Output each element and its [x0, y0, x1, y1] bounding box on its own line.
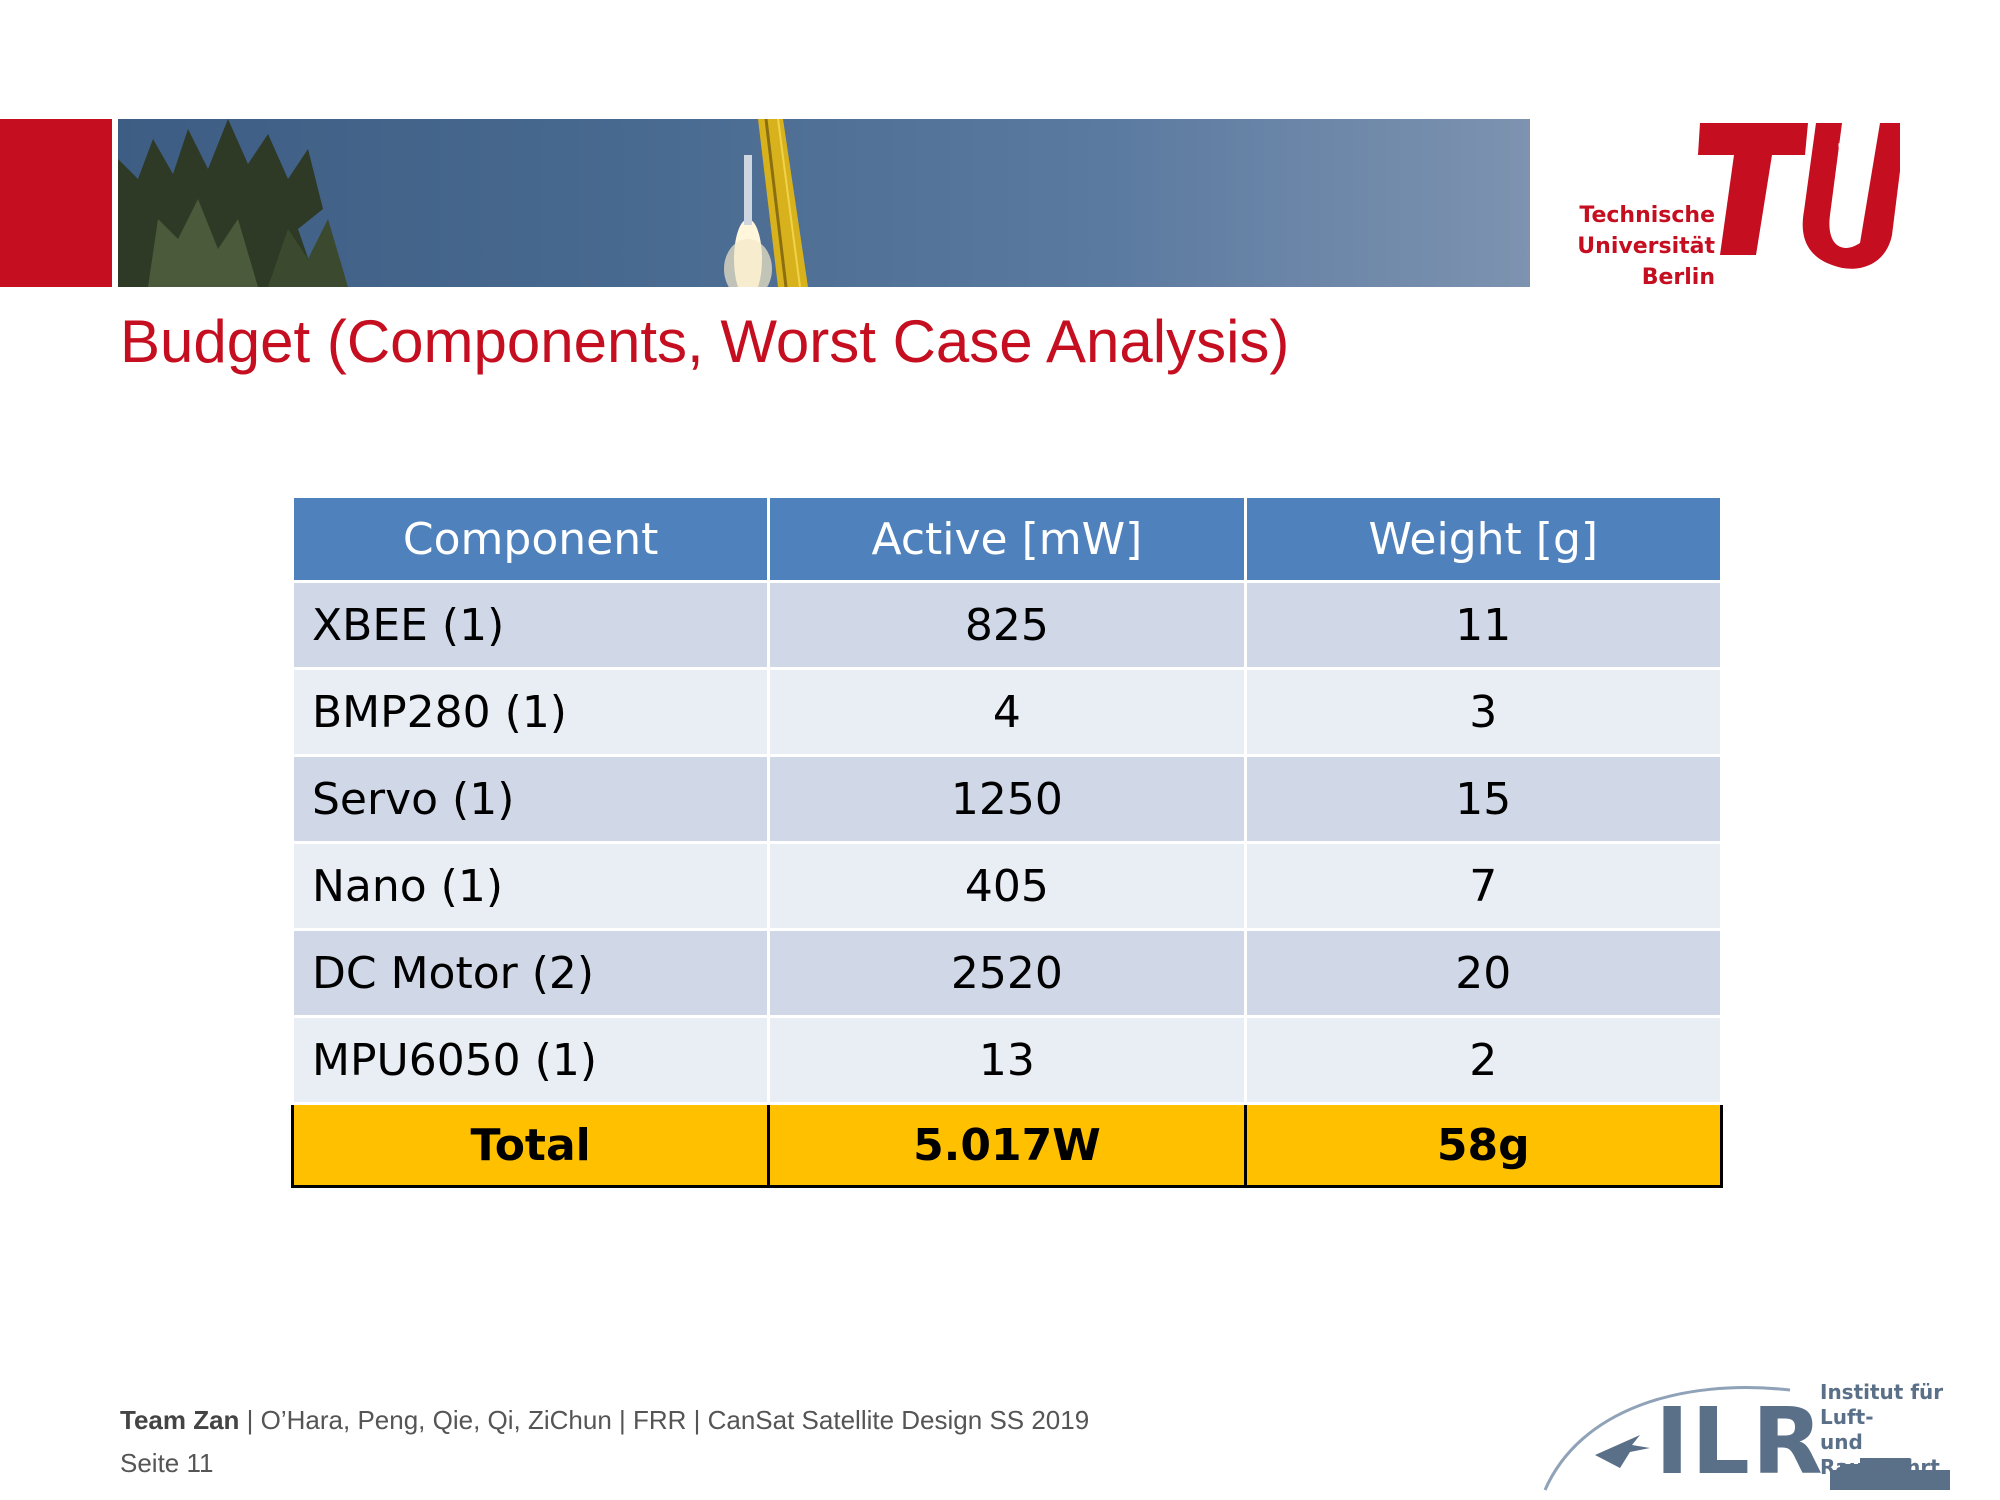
- table-row: XBEE (1) 825 11: [290, 580, 1724, 670]
- column-header-component: Component: [290, 495, 771, 583]
- ilr-institute-line-1: Institut für Luft-: [1820, 1380, 1944, 1429]
- weight-cell: 7: [1243, 841, 1724, 931]
- table-total-row: Total 5.017W 58g: [290, 1102, 1724, 1188]
- column-header-weight: Weight [g]: [1243, 495, 1724, 583]
- weight-cell: 15: [1243, 754, 1724, 844]
- column-header-active: Active [mW]: [767, 495, 1247, 583]
- tu-berlin-logo: berlin Technische Universität Berlin: [1577, 115, 1900, 300]
- tu-logo-mark: [1698, 123, 1900, 269]
- airplane-icon: [1595, 1435, 1650, 1468]
- active-cell: 825: [767, 580, 1247, 670]
- ilr-institute-text: Institut für Luft- und Raumfahrt: [1820, 1380, 1980, 1480]
- tu-logo-line-2: Universität: [1577, 234, 1715, 259]
- table-row: MPU6050 (1) 13 2: [290, 1015, 1724, 1105]
- active-cell: 2520: [767, 928, 1247, 1018]
- active-cell: 4: [767, 667, 1247, 757]
- ilr-institute-line-2: und Raumfahrt: [1820, 1430, 1940, 1479]
- ilr-logo: ILR Institut für Luft- und Raumfahrt: [1540, 1370, 1980, 1495]
- ilr-logo-letters: ILR: [1655, 1388, 1825, 1495]
- table-row: BMP280 (1) 4 3: [290, 667, 1724, 757]
- rocket-launch-photo: [118, 119, 808, 287]
- component-cell: XBEE (1): [290, 580, 771, 670]
- tu-logo-line-1: Technische: [1579, 203, 1715, 228]
- active-cell: 1250: [767, 754, 1247, 844]
- accent-red-block: [0, 119, 112, 287]
- component-cell: Nano (1): [290, 841, 771, 931]
- tu-logo-line-3: Berlin: [1641, 265, 1715, 290]
- total-weight-cell: 58g: [1243, 1102, 1724, 1188]
- header-banner-image: [118, 119, 1530, 287]
- component-cell: MPU6050 (1): [290, 1015, 771, 1105]
- table-row: Nano (1) 405 7: [290, 841, 1724, 931]
- total-active-cell: 5.017W: [767, 1102, 1247, 1188]
- active-cell: 405: [767, 841, 1247, 931]
- table-row: Servo (1) 1250 15: [290, 754, 1724, 844]
- weight-cell: 20: [1243, 928, 1724, 1018]
- tu-logo-berlin-vertical: berlin: [1835, 124, 1863, 203]
- footer-credits: Team Zan | O’Hara, Peng, Qie, Qi, ZiChun…: [120, 1405, 1089, 1436]
- table-header-row: Component Active [mW] Weight [g]: [290, 495, 1724, 583]
- component-cell: BMP280 (1): [290, 667, 771, 757]
- active-cell: 13: [767, 1015, 1247, 1105]
- budget-table: Component Active [mW] Weight [g] XBEE (1…: [290, 495, 1724, 1188]
- page-title: Budget (Components, Worst Case Analysis): [120, 308, 1290, 375]
- weight-cell: 3: [1243, 667, 1724, 757]
- ilr-logo-mark: [1543, 1386, 1950, 1491]
- component-cell: DC Motor (2): [290, 928, 771, 1018]
- total-label-cell: Total: [290, 1102, 771, 1188]
- table-row: DC Motor (2) 2520 20: [290, 928, 1724, 1018]
- weight-cell: 2: [1243, 1015, 1724, 1105]
- footer-page-number: Seite 11: [120, 1448, 214, 1478]
- footer-details: | O’Hara, Peng, Qie, Qi, ZiChun | FRR | …: [239, 1405, 1090, 1435]
- weight-cell: 11: [1243, 580, 1724, 670]
- footer-team-name: Team Zan: [120, 1405, 240, 1435]
- component-cell: Servo (1): [290, 754, 771, 844]
